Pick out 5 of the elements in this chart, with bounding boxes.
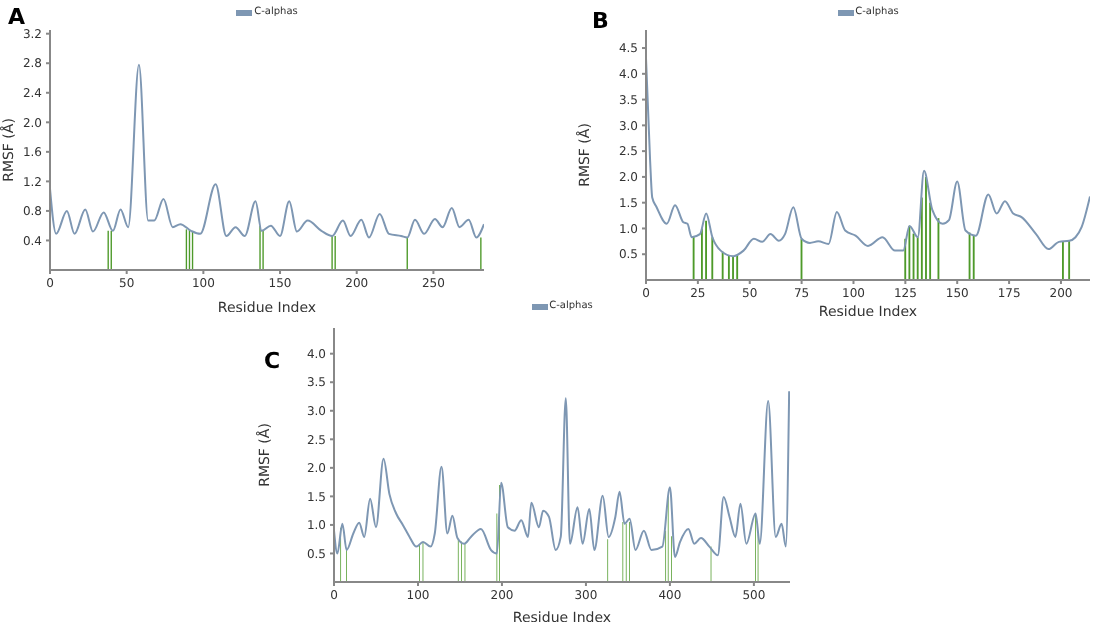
text: C bbox=[264, 348, 281, 374]
chart-title: B bbox=[592, 8, 609, 34]
line-series bbox=[50, 63, 484, 239]
line-series bbox=[334, 390, 790, 558]
chart-title: A bbox=[8, 4, 26, 30]
